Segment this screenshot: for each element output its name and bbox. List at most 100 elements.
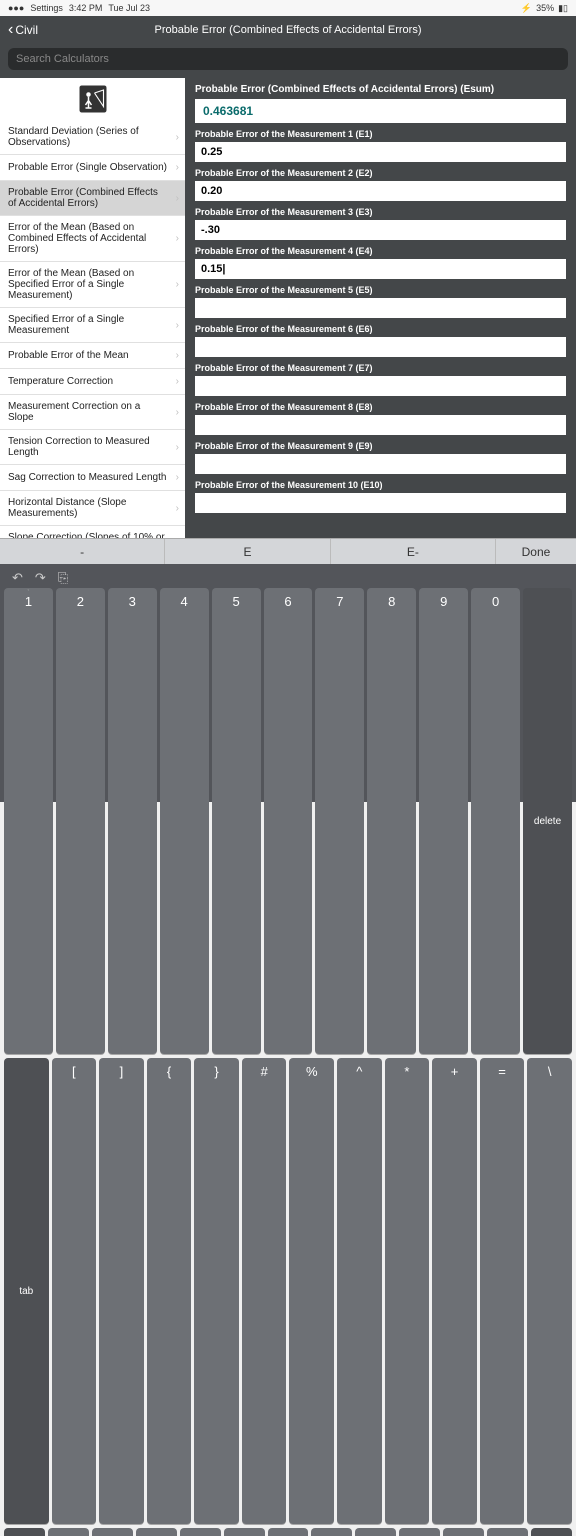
chevron-right-icon: › [176,503,179,514]
sidebar-item[interactable]: Specified Error of a Single Measurement › [0,308,185,343]
sidebar-item[interactable]: Error of the Mean (Based on Combined Eff… [0,216,185,262]
chevron-right-icon: › [176,442,179,453]
status-bar: ●●● Settings 3:42 PM Tue Jul 23 ⚡ 35% ▮▯ [0,0,576,16]
sidebar-item-label: Probable Error (Single Observation) [8,162,167,173]
return-key[interactable]: return [531,1528,572,1536]
tab-key[interactable]: tab [4,1058,49,1524]
field-label: Probable Error of the Measurement 8 (E8) [195,402,566,412]
back-label: Civil [15,23,38,37]
redo-icon[interactable]: ↷ [35,570,46,586]
key[interactable]: ? [268,1528,309,1536]
undo-icon[interactable]: ↶ [12,570,23,586]
key[interactable]: % [289,1058,334,1524]
measurement-input-5[interactable] [195,298,566,318]
chevron-right-icon: › [176,132,179,143]
status-settings: Settings [30,3,63,13]
undo-key[interactable]: undo [4,1528,45,1536]
sidebar-item-label: Sag Correction to Measured Length [8,472,166,483]
sidebar-item[interactable]: Standard Deviation (Series of Observatio… [0,120,185,155]
key[interactable]: $ [311,1528,352,1536]
sidebar-item-label: Error of the Mean (Based on Specified Er… [8,268,167,301]
sidebar-item[interactable]: Tension Correction to Measured Length› [0,430,185,465]
measurement-input-6[interactable] [195,337,566,357]
key[interactable]: & [355,1528,396,1536]
sidebar-item[interactable]: Slope Correction (Slopes of 10% or less)… [0,526,185,538]
category-icon [0,78,185,120]
key-5[interactable]: 5 [212,588,261,1054]
delete-key[interactable]: delete [523,588,572,1054]
key[interactable]: { [147,1058,192,1524]
sidebar-item[interactable]: Horizontal Distance (Slope Measurements)… [0,491,185,526]
field-label: Probable Error of the Measurement 2 (E2) [195,168,566,178]
sidebar-item[interactable]: Sag Correction to Measured Length› [0,465,185,491]
key[interactable]: * [385,1058,430,1524]
sidebar-item-label: Slope Correction (Slopes of 10% or less) [8,532,167,538]
measurement-input-1[interactable] [195,142,566,162]
key-7[interactable]: 7 [315,588,364,1054]
sidebar-item[interactable]: Probable Error (Combined Effects of Acci… [0,181,185,216]
key[interactable]: ; [180,1528,221,1536]
sidebar-item[interactable]: Probable Error of the Mean› [0,343,185,369]
page-title: Probable Error (Combined Effects of Acci… [155,24,422,36]
key[interactable]: ¥ [487,1528,528,1536]
key[interactable]: / [92,1528,133,1536]
field-label: Probable Error of the Measurement 10 (E1… [195,480,566,490]
search-input[interactable] [8,48,568,70]
clipboard-icon[interactable]: ⎘ [58,570,68,586]
key[interactable]: } [194,1058,239,1524]
chevron-right-icon: › [176,320,179,331]
sidebar-item[interactable]: Probable Error (Single Observation)› [0,155,185,181]
measurement-input-4[interactable] [195,259,566,279]
key[interactable]: \ [527,1058,572,1524]
key[interactable]: . [48,1528,89,1536]
sidebar-item[interactable]: Temperature Correction› [0,369,185,395]
measurement-input-3[interactable] [195,220,566,240]
content-panel: Probable Error (Combined Effects of Acci… [185,78,576,538]
status-date: Tue Jul 23 [108,3,150,13]
sidebar-item-label: Error of the Mean (Based on Combined Eff… [8,222,167,255]
key[interactable]: + [432,1058,477,1524]
key[interactable]: : [136,1528,177,1536]
key-3[interactable]: 3 [108,588,157,1054]
back-button[interactable]: ‹ Civil [8,21,38,39]
key[interactable]: # [242,1058,287,1524]
result-value: 0.463681 [195,99,566,123]
measurement-input-2[interactable] [195,181,566,201]
measurement-input-10[interactable] [195,493,566,513]
key[interactable]: ] [99,1058,144,1524]
sidebar-item-label: Standard Deviation (Series of Observatio… [8,126,167,148]
field-label: Probable Error of the Measurement 4 (E4) [195,246,566,256]
key-8[interactable]: 8 [367,588,416,1054]
measurement-input-9[interactable] [195,454,566,474]
e-button[interactable]: E [165,539,330,564]
key-9[interactable]: 9 [419,588,468,1054]
measurement-input-8[interactable] [195,415,566,435]
status-charge-icon: ⚡ [521,3,532,14]
sidebar-item[interactable]: Measurement Correction on a Slope› [0,395,185,430]
done-button[interactable]: Done [496,539,576,564]
key[interactable]: £ [443,1528,484,1536]
measurement-input-7[interactable] [195,376,566,396]
result-label: Probable Error (Combined Effects of Acci… [195,84,566,95]
key[interactable]: @ [399,1528,440,1536]
key-1[interactable]: `1 [4,588,53,1054]
field-label: Probable Error of the Measurement 7 (E7) [195,363,566,373]
chevron-right-icon: › [176,193,179,204]
search-bar [0,44,576,78]
minus-button[interactable]: - [0,539,165,564]
e-minus-button[interactable]: E- [331,539,496,564]
sidebar-item-label: Specified Error of a Single Measurement [8,314,167,336]
key-6[interactable]: 6 [264,588,313,1054]
chevron-right-icon: › [176,407,179,418]
key[interactable]: = [480,1058,525,1524]
sidebar-item[interactable]: Error of the Mean (Based on Specified Er… [0,262,185,308]
chevron-right-icon: › [176,350,179,361]
keyboard: ↶ ↷ ⎘ `1234567890delete tab[]{}#%^*+=\ u… [0,564,576,802]
key[interactable]: ! [224,1528,265,1536]
chevron-right-icon: › [176,233,179,244]
key-2[interactable]: 2 [56,588,105,1054]
key[interactable]: ^ [337,1058,382,1524]
key[interactable]: [ [52,1058,97,1524]
key-4[interactable]: 4 [160,588,209,1054]
key-0[interactable]: 0 [471,588,520,1054]
